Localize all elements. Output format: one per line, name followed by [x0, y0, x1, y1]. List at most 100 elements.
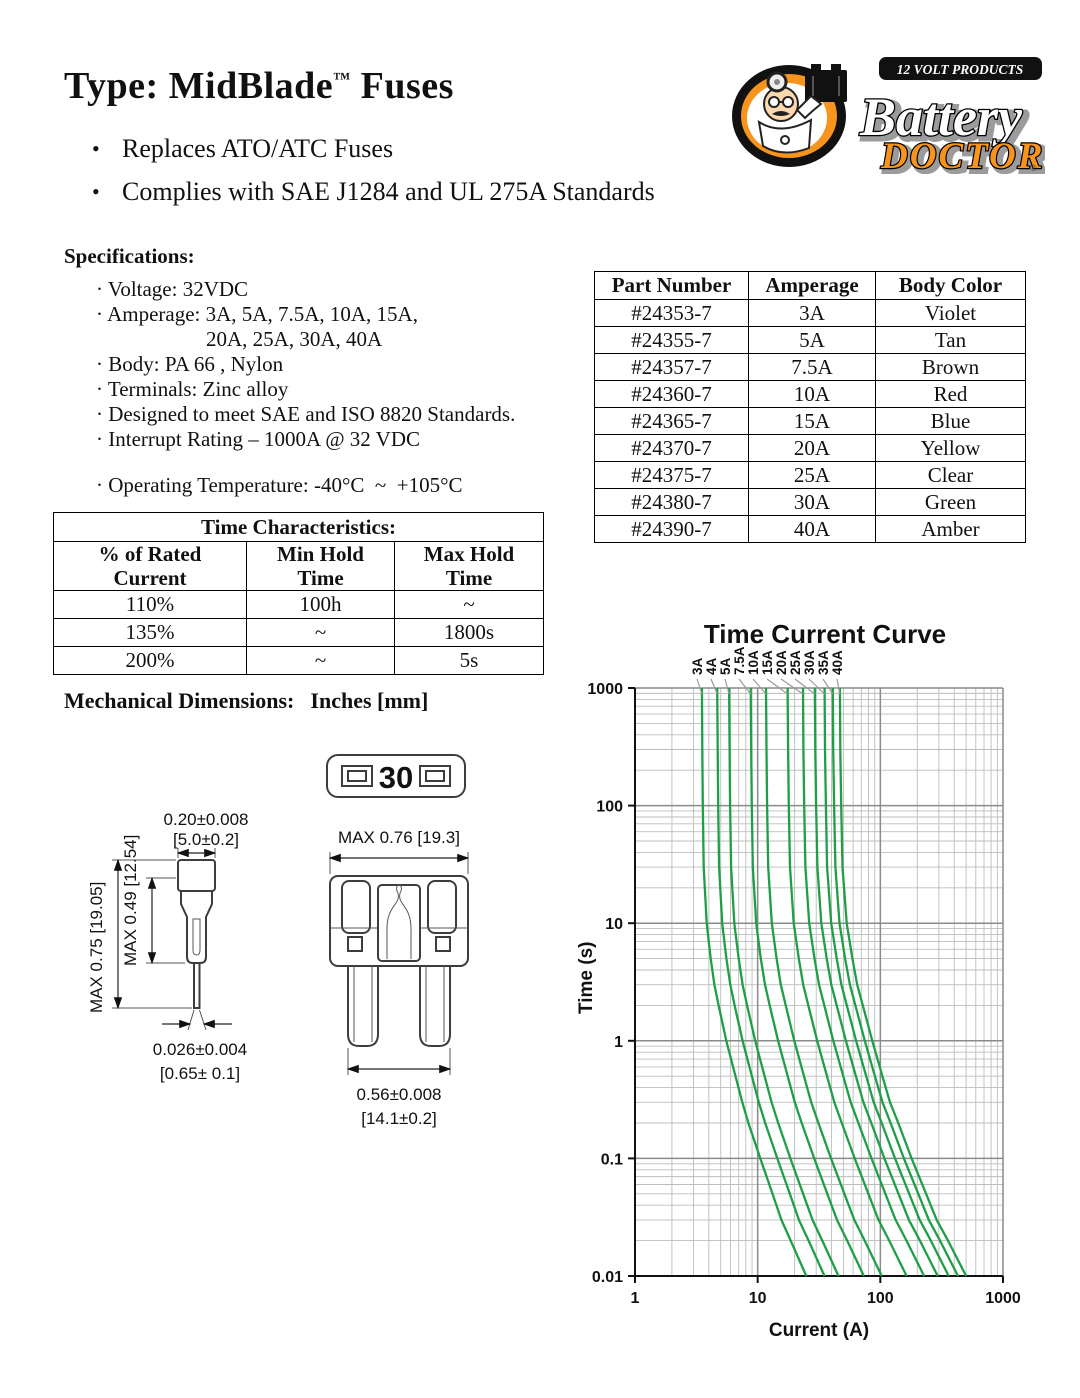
col-body-color: Body Color	[875, 271, 1026, 300]
x-tick-1: 1	[631, 1290, 640, 1307]
tagline-badge	[879, 57, 1042, 80]
dim-side-body-height: MAX 0.49 [12.54]	[121, 835, 140, 966]
dim-side-total-height: MAX 0.75 [19.05]	[87, 882, 106, 1013]
registered-symbol: ®	[1030, 163, 1037, 173]
curve-4A	[716, 687, 826, 1277]
spec-body: · Body: PA 66 , Nylon	[96, 352, 284, 376]
x-tick-1000: 1000	[985, 1290, 1021, 1307]
time-characteristics-table: Time Characteristics: % of Rated Current…	[52, 512, 545, 675]
col-min-hold: Min Hold Time	[246, 541, 395, 591]
mechanical-drawings: 30 0.20±0.008 [5.0±0.2] MAX 0.49 [12.54]	[60, 728, 510, 1143]
mechanical-dimensions-heading: Mechanical Dimensions: Inches [mm]	[64, 688, 429, 713]
curve-3A	[700, 687, 808, 1277]
table-row: 135% ~1800s	[53, 618, 545, 647]
fuse-side-view: 0.20±0.008 [5.0±0.2] MAX 0.49 [12.54] MA…	[87, 810, 248, 1083]
table-row: #24375-7 25A Clear	[594, 461, 1026, 489]
y-tick-1: 1	[614, 1034, 623, 1051]
table-header-row: % of Rated Current Min Hold Time Max Hol…	[53, 541, 545, 591]
curve-15A	[786, 687, 908, 1277]
dim-side-width-in: 0.20±0.008	[164, 810, 249, 829]
spec-interrupt: · Interrupt Rating – 1000A @ 32 VDC	[96, 427, 421, 451]
spec-amperage-cont: 20A, 25A, 30A, 40A	[206, 327, 383, 351]
dim-blade-span-in: 0.56±0.008	[357, 1085, 442, 1104]
logo-word1-shadow: Battery	[863, 90, 1027, 150]
col-max-hold: Max Hold Time	[393, 541, 545, 591]
y-axis-label: Time (s)	[576, 941, 597, 1014]
y-tick-0.1: 0.1	[601, 1151, 623, 1168]
feature-bullet-1: • Replaces ATO/ATC Fuses	[92, 134, 394, 163]
dim-side-width-mm: [5.0±0.2]	[173, 830, 239, 849]
col-amperage: Amperage	[748, 271, 876, 300]
bullet-dot: •	[92, 136, 100, 161]
page-title: Type: MidBlade™ Fuses	[64, 64, 454, 108]
table-row: #24355-7 5A Tan	[594, 326, 1026, 354]
spec-operating-temp: · Operating Temperature: -40°C ~ +105°C	[96, 473, 463, 497]
table-row: #24390-7 40A Amber	[594, 515, 1026, 543]
table-row: #24353-7 3A Violet	[594, 299, 1026, 327]
table-row: 200% ~5s	[53, 646, 545, 675]
mechanical-drawing-svg: 30 0.20±0.008 [5.0±0.2] MAX 0.49 [12.54]	[87, 754, 470, 1128]
spec-standards: · Designed to meet SAE and ISO 8820 Stan…	[96, 402, 516, 426]
logo-word2: DOCTOR	[880, 136, 1044, 174]
curve-30A	[823, 687, 950, 1277]
title-text-2: Fuses	[350, 65, 454, 107]
curve-label-40A: 40A	[830, 650, 845, 675]
table-row: #24365-7 15A Blue	[594, 407, 1026, 435]
col-rated-current: % of Rated Current	[53, 541, 247, 591]
doctor-mascot	[732, 64, 847, 167]
logo-graphic: 12 VOLT PRODUCTS Battery DOCTOR Battery …	[732, 57, 1049, 183]
logo-tagline: 12 VOLT PRODUCTS	[897, 62, 1024, 77]
dim-pin-width-mm: [0.65± 0.1]	[160, 1064, 240, 1083]
x-tick-10: 10	[749, 1290, 767, 1307]
table-row: 110% 100h ~	[53, 590, 545, 619]
trademark-symbol: ™	[333, 69, 351, 88]
curve-20A	[801, 687, 926, 1277]
y-tick-100: 100	[596, 799, 623, 816]
table-row: #24370-7 20A Yellow	[594, 434, 1026, 462]
dim-blade-span-mm: [14.1±0.2]	[361, 1109, 437, 1128]
chart-title: Time Current Curve	[704, 619, 946, 649]
feature-bullet-2: • Complies with SAE J1284 and UL 275A Sta…	[92, 177, 655, 206]
curve-25A	[813, 687, 939, 1277]
time-current-curve-chart: 3A 4A 5A 7.5A 10A 15A 20A 25A 30A 35A 40A 1000 100 10…	[575, 603, 1067, 1370]
curve-label-7.5A: 7.5A	[732, 646, 747, 675]
spec-voltage: · Voltage: 32VDC	[96, 277, 249, 301]
y-tick-1000: 1000	[587, 681, 623, 698]
y-tick-0.01: 0.01	[592, 1269, 623, 1286]
specifications-heading: Specifications:	[64, 244, 195, 268]
chart-svg: 3A 4A 5A 7.5A 10A 15A 20A 25A 30A 35A 40A100010010…	[576, 619, 1021, 1341]
curve-label-3A: 3A	[690, 657, 705, 675]
feature-bullets: • Replaces ATO/ATC Fuses • Complies with S…	[92, 134, 655, 220]
curve-7.5A	[749, 687, 865, 1277]
curve-5A	[727, 687, 840, 1277]
x-tick-100: 100	[867, 1290, 894, 1307]
table-header-row: Part Number Amperage Body Color	[594, 271, 1026, 300]
table-row: #24360-7 10A Red	[594, 380, 1026, 408]
time-characteristics-title: Time Characteristics:	[52, 512, 545, 542]
curve-label-35A: 35A	[816, 650, 831, 675]
curve-label-25A: 25A	[788, 650, 803, 675]
spec-amperage: · Amperage: 3A, 5A, 7.5A, 10A, 15A,	[96, 302, 418, 326]
dim-pin-width-in: 0.026±0.004	[153, 1040, 247, 1059]
curve-label-30A: 30A	[802, 650, 817, 675]
curve-40A	[838, 687, 968, 1277]
y-tick-10: 10	[605, 916, 623, 933]
curve-label-5A: 5A	[718, 657, 733, 675]
table-row: #24380-7 30A Green	[594, 488, 1026, 516]
curve-10A	[764, 687, 883, 1277]
curve-35A	[831, 687, 960, 1277]
bullet-dot: •	[92, 179, 100, 204]
col-part-number: Part Number	[594, 271, 749, 300]
title-text: Type: MidBlade	[64, 65, 334, 107]
x-axis-label: Current (A)	[769, 1320, 869, 1341]
fuse-front-view: MAX 0.76 [19.3] 0.56±0.008 [14.1±0.2]	[328, 828, 470, 1128]
fuse-top-view: 30	[326, 754, 466, 798]
logo-word1: Battery	[859, 87, 1023, 147]
fuse-rating-marking: 30	[379, 760, 413, 795]
curve-label-4A: 4A	[704, 657, 719, 675]
table-row: #24357-7 7.5A Brown	[594, 353, 1026, 381]
curve-label-10A: 10A	[746, 650, 761, 675]
specifications-section: Specifications: · Voltage: 32VDC · Amper…	[64, 244, 515, 498]
battery-doctor-logo: 12 VOLT PRODUCTS Battery DOCTOR Battery …	[727, 52, 1049, 183]
